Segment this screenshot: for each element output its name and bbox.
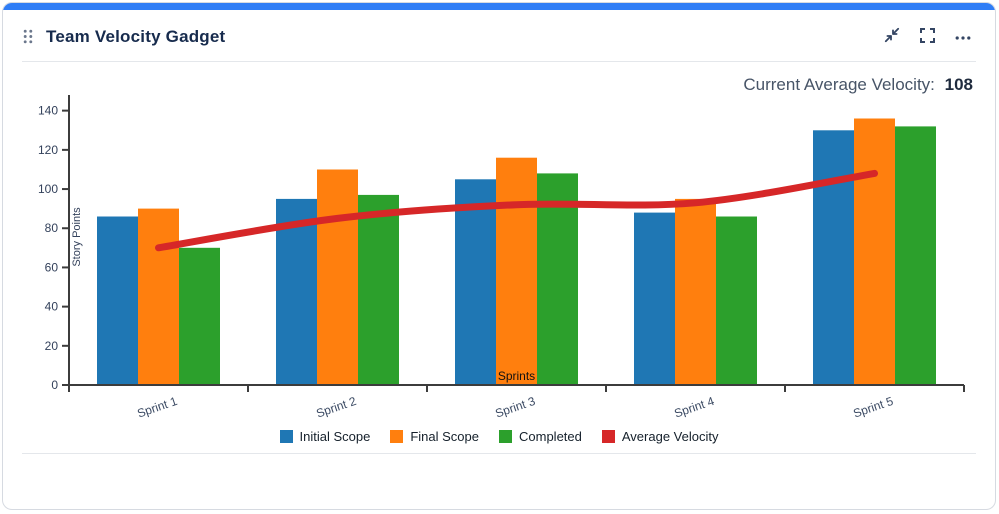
y-tick-label: 0 <box>51 378 58 392</box>
bar[interactable] <box>179 247 220 385</box>
average-velocity-summary: Current Average Velocity: 108 <box>3 75 995 95</box>
x-category-label: Sprint 5 <box>851 394 895 421</box>
x-category-label: Sprint 3 <box>493 394 537 421</box>
legend-label: Average Velocity <box>621 429 719 444</box>
legend-label: Final Scope <box>410 429 479 444</box>
legend-item[interactable]: Average Velocity <box>601 429 719 444</box>
drag-handle-icon[interactable] <box>23 29 33 44</box>
average-velocity-line[interactable] <box>155 169 878 252</box>
gadget-header: Team Velocity Gadget <box>3 10 995 61</box>
y-axis-title: Story Points <box>71 207 83 267</box>
bar[interactable] <box>276 198 317 385</box>
bar[interactable] <box>716 216 757 386</box>
y-tick-label: 20 <box>45 339 59 353</box>
chart-legend: Initial Scope Final Scope Completed Average… <box>3 429 995 444</box>
more-options-icon <box>955 29 971 44</box>
legend-swatch <box>279 430 293 443</box>
chart-area: 0 20 40 60 80 100 120 140 Sprint 1 Sprint 2 Sprint… <box>3 95 995 444</box>
bar[interactable] <box>97 216 138 386</box>
header-divider <box>22 61 976 62</box>
bar[interactable] <box>317 169 358 386</box>
bar[interactable] <box>634 212 675 385</box>
legend-item[interactable]: Completed <box>499 429 582 444</box>
legend-item[interactable]: Final Scope <box>390 429 479 444</box>
y-tick-label: 60 <box>45 260 59 274</box>
bar[interactable] <box>358 194 399 385</box>
minimize-icon <box>884 27 900 46</box>
bar[interactable] <box>895 126 936 386</box>
legend-item[interactable]: Initial Scope <box>279 429 371 444</box>
bar[interactable] <box>854 118 895 386</box>
bar[interactable] <box>813 130 854 385</box>
x-category-label: Sprint 4 <box>672 394 716 421</box>
y-tick-label: 140 <box>38 104 58 118</box>
y-tick-label: 40 <box>45 300 59 314</box>
average-velocity-value: 108 <box>944 75 973 94</box>
y-tick-label: 120 <box>38 143 58 157</box>
fullscreen-button[interactable] <box>916 24 939 50</box>
velocity-chart: 0 20 40 60 80 100 120 140 Sprint 1 Sprint 2 Sprint… <box>38 95 965 421</box>
bar[interactable] <box>455 179 496 385</box>
x-axis-title: Sprints <box>498 369 535 383</box>
y-tick-label: 80 <box>45 221 59 235</box>
legend-label: Initial Scope <box>299 429 371 444</box>
legend-swatch <box>390 430 404 443</box>
footer-divider <box>22 453 976 454</box>
accent-bar <box>3 3 995 10</box>
bar[interactable] <box>675 198 716 385</box>
bar[interactable] <box>537 173 578 385</box>
legend-label: Completed <box>519 429 582 444</box>
x-category-label: Sprint 2 <box>314 394 358 421</box>
legend-swatch <box>601 430 615 443</box>
y-tick-label: 100 <box>38 182 58 196</box>
gadget-title: Team Velocity Gadget <box>46 26 226 46</box>
bar[interactable] <box>496 157 537 385</box>
minimize-button[interactable] <box>880 23 904 50</box>
bar[interactable] <box>138 208 179 385</box>
fullscreen-icon <box>920 27 935 46</box>
more-options-button[interactable] <box>951 25 975 48</box>
x-category-label: Sprint 1 <box>135 394 179 421</box>
average-velocity-label: Current Average Velocity: <box>743 75 935 94</box>
legend-swatch <box>499 430 512 443</box>
